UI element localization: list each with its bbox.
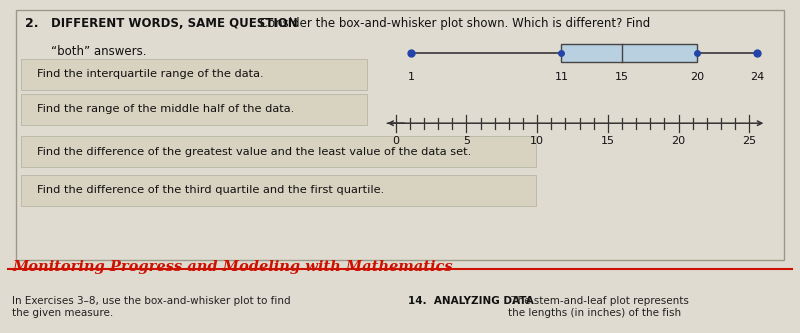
- Text: DIFFERENT WORDS, SAME QUESTION: DIFFERENT WORDS, SAME QUESTION: [50, 18, 298, 31]
- Text: 5: 5: [463, 137, 470, 147]
- Text: 0: 0: [392, 137, 399, 147]
- Text: 15: 15: [614, 72, 629, 82]
- Text: In Exercises 3–8, use the box-and-whisker plot to find
the given measure.: In Exercises 3–8, use the box-and-whiske…: [12, 296, 290, 318]
- Text: The stem-and-leaf plot represents
the lengths (in inches) of the fish: The stem-and-leaf plot represents the le…: [508, 296, 689, 318]
- Text: 24: 24: [750, 72, 764, 82]
- Text: 10: 10: [530, 137, 544, 147]
- Text: 20: 20: [690, 72, 704, 82]
- Text: 20: 20: [671, 137, 686, 147]
- FancyBboxPatch shape: [22, 175, 536, 206]
- Text: Find the range of the middle half of the data.: Find the range of the middle half of the…: [37, 104, 294, 114]
- Text: 11: 11: [554, 72, 569, 82]
- Text: Find the interquartile range of the data.: Find the interquartile range of the data…: [37, 69, 263, 79]
- Text: 1: 1: [407, 72, 414, 82]
- FancyBboxPatch shape: [22, 94, 367, 125]
- Text: Find the difference of the third quartile and the first quartile.: Find the difference of the third quartil…: [37, 185, 384, 195]
- FancyBboxPatch shape: [22, 59, 367, 90]
- Text: 25: 25: [742, 137, 756, 147]
- FancyBboxPatch shape: [22, 136, 536, 167]
- Text: Consider the box-and-whisker plot shown. Which is different? Find: Consider the box-and-whisker plot shown.…: [256, 18, 650, 31]
- Text: 2.: 2.: [26, 18, 38, 31]
- Text: Monitoring Progress and Modeling with Mathematics: Monitoring Progress and Modeling with Ma…: [12, 260, 453, 274]
- Bar: [562, 44, 697, 63]
- Text: “both” answers.: “both” answers.: [50, 45, 146, 58]
- Text: 14.  ANALYZING DATA: 14. ANALYZING DATA: [408, 296, 534, 306]
- Text: 15: 15: [601, 137, 615, 147]
- Text: Find the difference of the greatest value and the least value of the data set.: Find the difference of the greatest valu…: [37, 147, 471, 157]
